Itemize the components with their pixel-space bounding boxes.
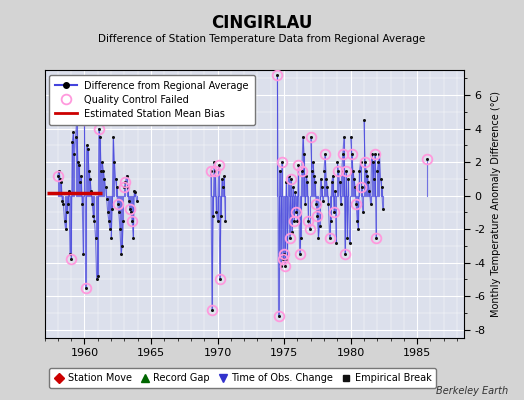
Text: Difference of Station Temperature Data from Regional Average: Difference of Station Temperature Data f… <box>99 34 425 44</box>
Y-axis label: Monthly Temperature Anomaly Difference (°C): Monthly Temperature Anomaly Difference (… <box>491 91 501 317</box>
Text: Berkeley Earth: Berkeley Earth <box>436 386 508 396</box>
Legend: Station Move, Record Gap, Time of Obs. Change, Empirical Break: Station Move, Record Gap, Time of Obs. C… <box>49 368 436 388</box>
Text: CINGIRLAU: CINGIRLAU <box>211 14 313 32</box>
